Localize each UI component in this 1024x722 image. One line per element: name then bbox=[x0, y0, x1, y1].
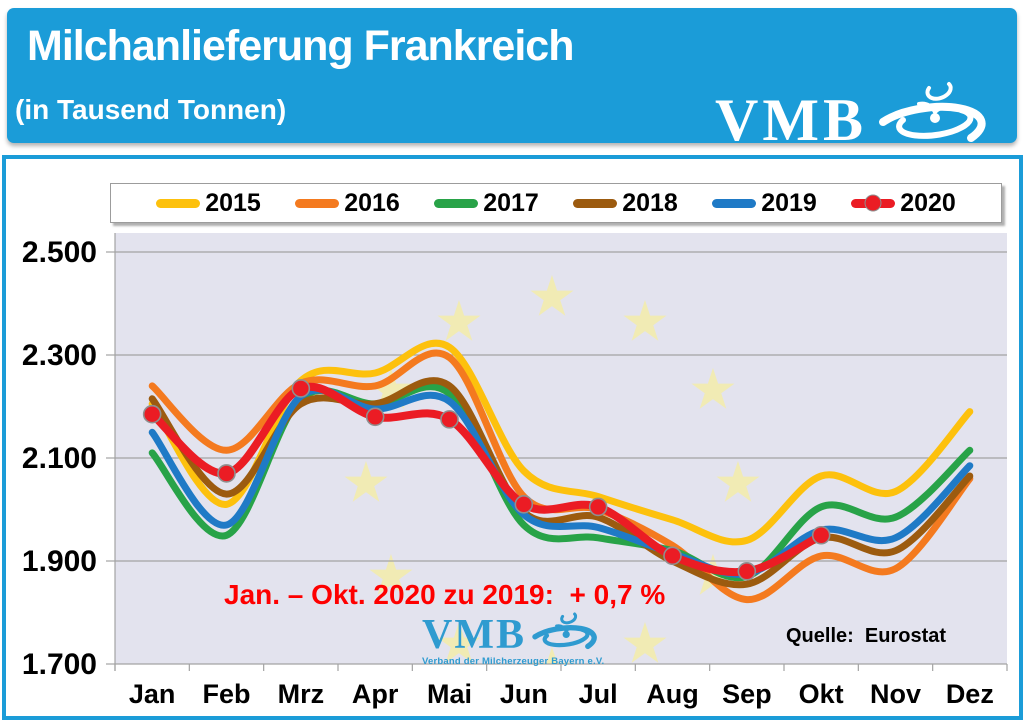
legend: 2015 2016 2017 2018 2019 2020 bbox=[110, 183, 1002, 223]
legend-label-2019: 2019 bbox=[761, 188, 817, 217]
x-axis-month-label: Aug bbox=[646, 679, 698, 709]
series-marker-2020 bbox=[365, 407, 385, 427]
vmb-watermark-text: VMB bbox=[422, 612, 526, 658]
eu-star-icon: ★ bbox=[527, 637, 577, 700]
x-axis-month-label: Jun bbox=[500, 679, 548, 709]
eu-star-icon: ★ bbox=[620, 612, 670, 675]
series-line-2015 bbox=[148, 339, 974, 546]
y-axis-tick-label: 2.500 bbox=[22, 236, 97, 269]
x-axis-month-label: Feb bbox=[202, 679, 250, 709]
x-axis-month-label: Jul bbox=[579, 679, 618, 709]
header-banner: Milchanlieferung Frankreich (in Tausend … bbox=[7, 8, 1017, 150]
vmb-logo-text: VMB bbox=[715, 87, 867, 153]
legend-label-2015: 2015 bbox=[205, 188, 261, 217]
eu-star-icon: ★ bbox=[366, 544, 416, 607]
legend-marker-dot bbox=[864, 194, 882, 212]
vmb-logo: VMB bbox=[715, 78, 1003, 150]
eu-star-icon: ★ bbox=[713, 451, 763, 514]
legend-label-2017: 2017 bbox=[483, 188, 539, 217]
series-line-2020 bbox=[148, 382, 826, 577]
x-axis-month-label: Okt bbox=[799, 679, 844, 709]
y-axis-tick-label: 1.700 bbox=[22, 648, 97, 681]
series-marker-2020 bbox=[217, 464, 236, 483]
legend-label-2020: 2020 bbox=[900, 188, 956, 217]
series-marker-2020 bbox=[737, 561, 757, 581]
x-axis-month-label: Mrz bbox=[278, 679, 325, 709]
legend-item-2020: 2020 bbox=[851, 189, 956, 218]
eu-stars-watermark: ★ ★★★★★★★★★★★ bbox=[341, 265, 763, 700]
series-marker-2020 bbox=[514, 495, 534, 514]
eu-star-icon: ★ bbox=[341, 451, 391, 514]
x-axis-month-label: Nov bbox=[870, 679, 921, 709]
y-axis-tick-label: 2.100 bbox=[22, 442, 97, 475]
eu-star-icon: ★ bbox=[527, 265, 577, 328]
series-marker-2020 bbox=[291, 379, 311, 398]
page-subtitle: (in Tausend Tonnen) bbox=[15, 94, 287, 125]
legend-swatch-2018 bbox=[573, 198, 618, 208]
series-line-2019 bbox=[148, 386, 974, 578]
legend-label-2016: 2016 bbox=[344, 188, 400, 217]
series-marker-2020 bbox=[588, 497, 608, 517]
legend-item-2017: 2017 bbox=[434, 189, 539, 218]
x-axis-month-label: Dez bbox=[946, 679, 994, 709]
eu-star-icon: ★ bbox=[434, 612, 484, 675]
series-marker-2020 bbox=[142, 404, 162, 424]
y-axis-tick-label: 1.900 bbox=[22, 545, 97, 578]
legend-item-2019: 2019 bbox=[712, 189, 817, 218]
x-axis-month-label: Sep bbox=[722, 679, 772, 709]
series-marker-2020 bbox=[663, 546, 682, 566]
x-axis-month-label: Mai bbox=[427, 679, 472, 709]
legend-item-2018: 2018 bbox=[573, 189, 678, 218]
legend-swatch-2015 bbox=[156, 198, 201, 208]
legend-item-2016: 2016 bbox=[295, 189, 400, 218]
eu-star-icon: ★ bbox=[688, 358, 738, 421]
legend-swatch-2020 bbox=[851, 194, 896, 212]
legend-item-2015: 2015 bbox=[156, 189, 261, 218]
vmb-watermark: VMB Verband der Milcherzeuger Bayern e.V… bbox=[422, 609, 607, 667]
vmb-swirl-icon bbox=[879, 82, 986, 142]
eu-star-icon: ★ bbox=[620, 290, 670, 353]
series-marker-2020 bbox=[440, 410, 459, 429]
series-marker-2020 bbox=[811, 525, 831, 545]
page-title: Milchanlieferung Frankreich bbox=[27, 22, 574, 70]
legend-label-2018: 2018 bbox=[622, 188, 678, 217]
vmb-watermark-caption: Verband der Milcherzeuger Bayern e.V. bbox=[422, 656, 605, 667]
legend-swatch-2016 bbox=[295, 198, 340, 208]
y-axis-tick-label: 2.300 bbox=[22, 339, 97, 372]
legend-swatch-2017 bbox=[434, 198, 479, 208]
annotation-text: Jan. – Okt. 2020 zu 2019: + 0,7 % bbox=[224, 579, 666, 610]
source-label: Quelle: Eurostat bbox=[786, 625, 947, 647]
vmb-watermark-swirl-icon bbox=[532, 612, 597, 650]
legend-swatch-2019 bbox=[712, 198, 757, 208]
x-axis-month-label: Jan bbox=[129, 679, 176, 709]
x-axis-month-label: Apr bbox=[352, 679, 399, 709]
